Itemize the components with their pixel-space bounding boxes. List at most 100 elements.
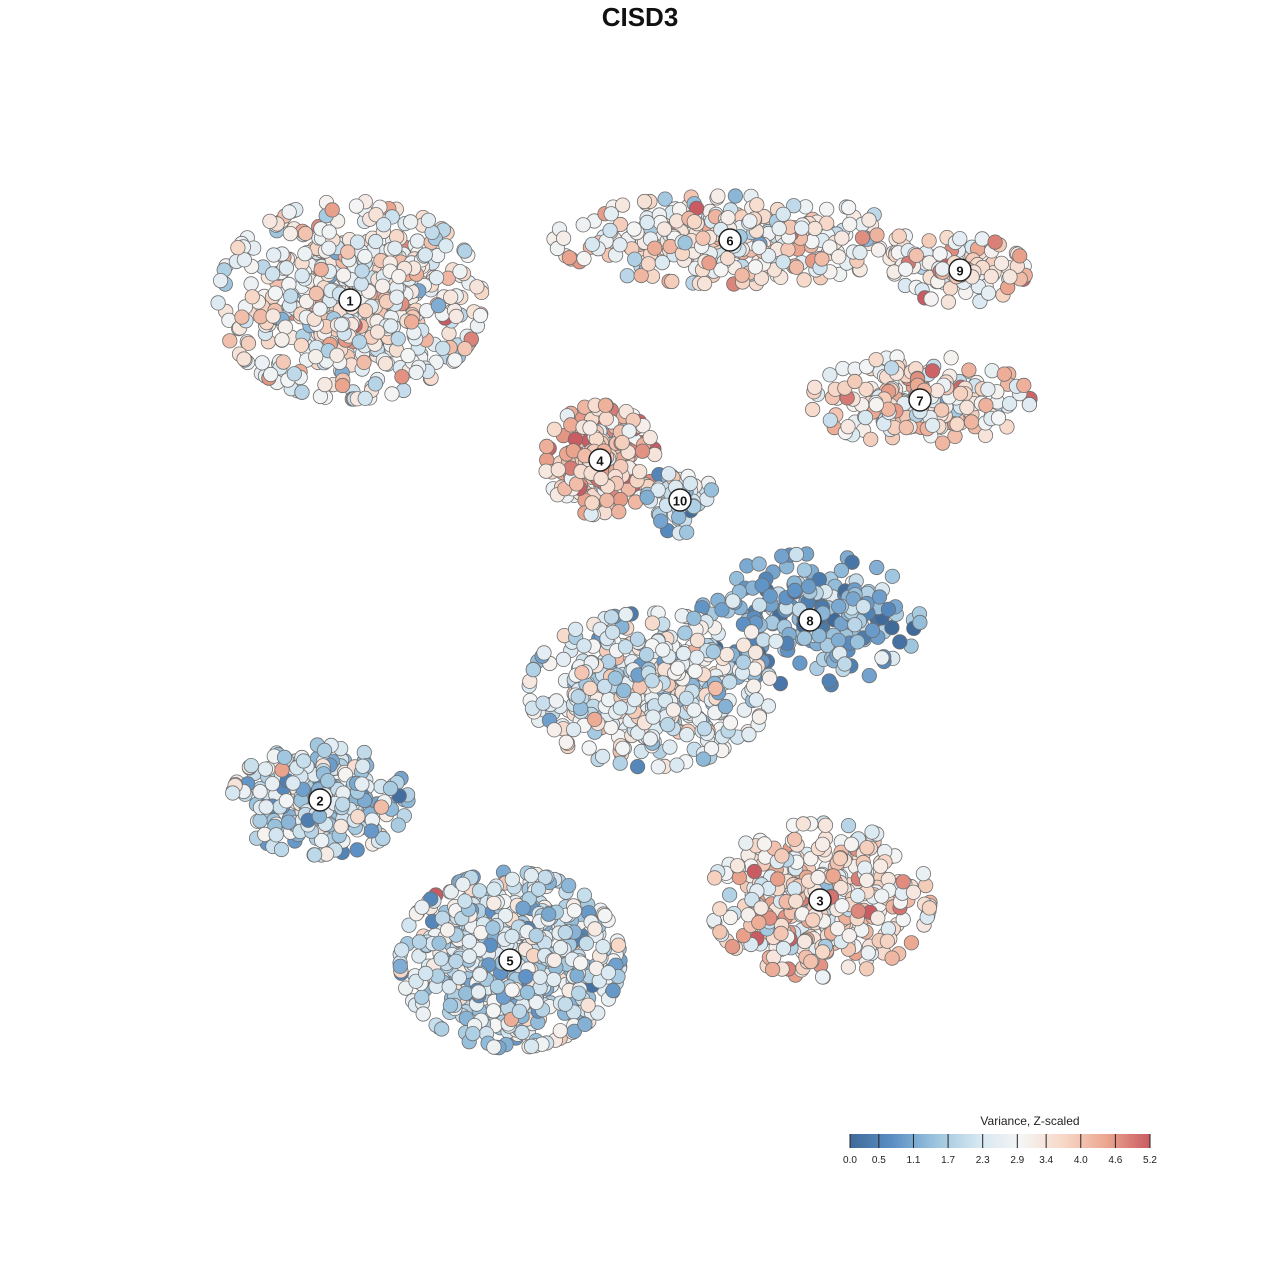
cell-point (355, 758, 371, 774)
cell-point (570, 689, 586, 705)
cell-point (859, 872, 875, 888)
cell-point (414, 899, 430, 915)
cell-point (244, 289, 260, 305)
cell-point (833, 880, 849, 896)
cell-point (486, 881, 502, 897)
cell-point (392, 958, 408, 974)
cluster-label-text: 4 (596, 454, 604, 469)
cell-point (815, 944, 831, 960)
cell-point (465, 1026, 481, 1042)
cell-point (511, 1003, 528, 1019)
cell-point (400, 347, 416, 364)
cell-point (840, 199, 857, 216)
cell-point (912, 614, 928, 631)
cell-point (619, 268, 635, 284)
cell-point (278, 793, 294, 809)
cell-point (557, 996, 573, 1012)
cell-point (788, 259, 805, 275)
cell-point (860, 945, 876, 961)
cell-point (751, 709, 768, 725)
cluster-label-circle (718, 228, 742, 252)
cell-point (897, 261, 914, 277)
cell-point (990, 410, 1007, 426)
cell-point (258, 799, 274, 815)
cell-point (760, 698, 777, 714)
cell-point (714, 602, 730, 618)
cell-point (599, 492, 615, 508)
cell-point (441, 979, 457, 995)
cell-point (313, 261, 329, 278)
cell-point (636, 193, 653, 210)
cell-point (548, 693, 565, 709)
cell-point (374, 278, 391, 294)
cell-point (717, 698, 734, 715)
cell-point (884, 950, 900, 966)
cell-point (243, 757, 259, 774)
cell-point (576, 251, 592, 267)
cell-point (515, 900, 531, 916)
cell-point (314, 832, 330, 849)
cell-point (576, 638, 592, 654)
cell-point (316, 742, 333, 759)
cell-point (536, 645, 552, 661)
cell-point (749, 197, 765, 213)
cell-point (822, 412, 838, 428)
cell-point (840, 419, 856, 435)
cell-point (756, 836, 773, 852)
cell-point (764, 961, 781, 978)
cell-point (368, 207, 384, 223)
cell-point (353, 276, 369, 292)
cell-point (519, 984, 536, 1001)
cell-point (844, 554, 860, 570)
cell-point (489, 978, 506, 995)
cell-point (665, 702, 682, 718)
cell-point (703, 740, 720, 757)
cell-point (638, 647, 655, 663)
cluster-label-5: 5 (498, 948, 522, 972)
cell-point (735, 654, 751, 670)
cell-point (348, 198, 364, 214)
cell-point (775, 940, 792, 957)
cell-point (236, 252, 252, 268)
cell-point (983, 268, 999, 284)
cell-point (285, 775, 301, 791)
cell-point (858, 381, 874, 397)
cell-point (528, 994, 544, 1011)
cell-point (923, 291, 939, 307)
cell-point (807, 379, 823, 395)
cell-point (869, 227, 885, 243)
cell-point (840, 959, 857, 975)
cell-point (747, 644, 764, 661)
cell-point (597, 397, 614, 413)
chart-title: CISD3 (601, 2, 679, 32)
cell-point (420, 212, 436, 228)
cell-point (368, 233, 384, 250)
cell-point (528, 927, 544, 944)
cell-point (409, 233, 425, 249)
colorbar-tick-label: 1.1 (907, 1155, 921, 1166)
cell-point (794, 220, 810, 236)
cell-point (469, 279, 485, 295)
cell-point (803, 953, 819, 970)
cell-point (443, 884, 459, 900)
cell-point (349, 234, 366, 250)
cell-point (847, 617, 863, 633)
cell-point (952, 231, 968, 247)
cell-point (546, 952, 563, 968)
cell-point (669, 757, 685, 773)
cell-point (333, 316, 349, 333)
cell-point (735, 927, 752, 944)
cell-point (822, 239, 838, 255)
cluster-label-1: 1 (338, 288, 362, 312)
cell-point (993, 255, 1010, 271)
cell-point (855, 599, 872, 615)
cell-point (546, 971, 562, 988)
cell-point (504, 871, 520, 887)
cell-point (1021, 396, 1038, 413)
cell-point (743, 624, 760, 640)
cell-point (295, 753, 312, 769)
cell-point (297, 246, 313, 262)
cell-point (280, 814, 297, 830)
cell-point (736, 637, 752, 653)
cell-point (377, 355, 394, 372)
